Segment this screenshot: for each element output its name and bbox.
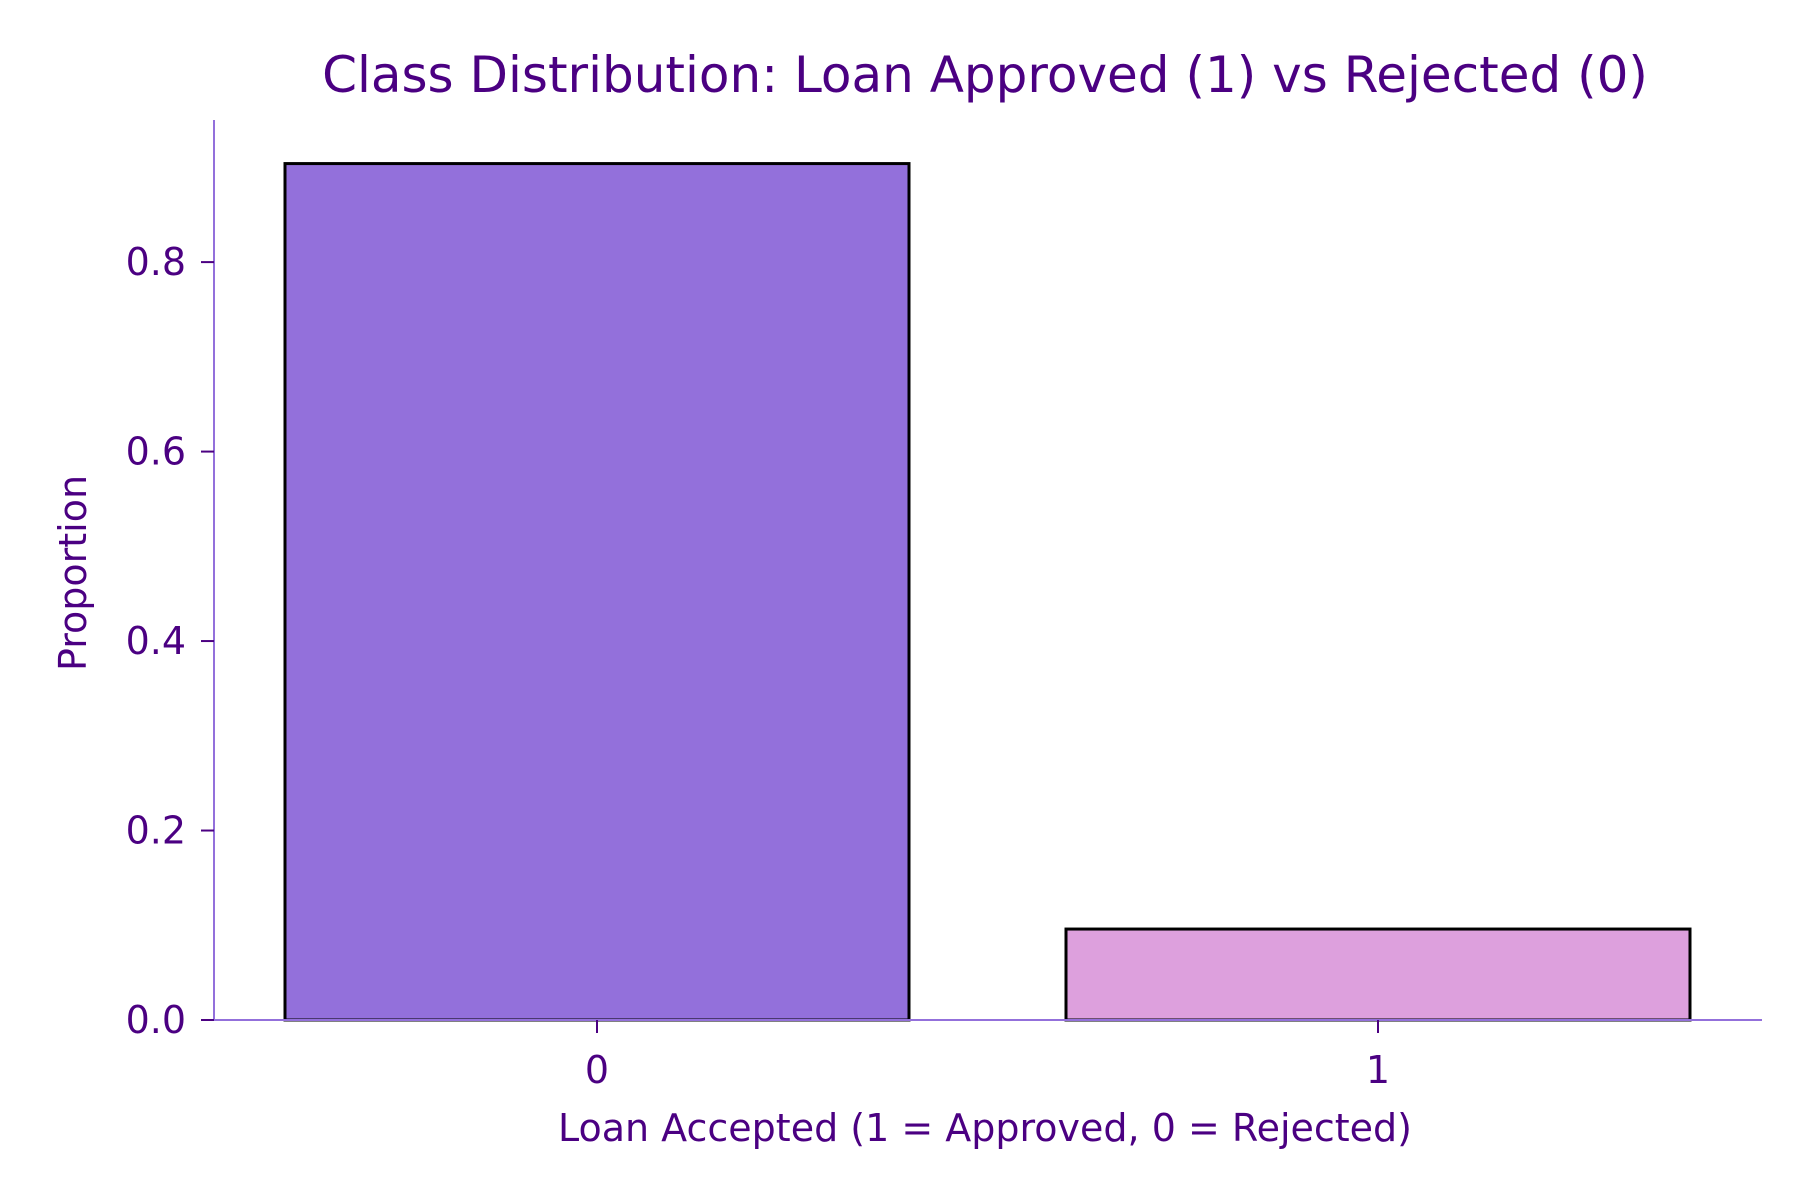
bar-0 bbox=[283, 162, 911, 1022]
y-tick-label: 0.6 bbox=[126, 430, 186, 474]
chart-title: Class Distribution: Loan Approved (1) vs… bbox=[322, 46, 1648, 104]
axes-layer bbox=[213, 120, 1762, 1021]
y-tick-label: 0.8 bbox=[126, 240, 186, 284]
y-axis-label: Proportion bbox=[51, 475, 95, 671]
x-axis-label: Loan Accepted (1 = Approved, 0 = Rejecte… bbox=[558, 1106, 1412, 1150]
y-tick-label: 0.2 bbox=[126, 809, 186, 853]
x-tick-label: 0 bbox=[585, 1048, 609, 1092]
bars-layer bbox=[283, 162, 1692, 1022]
x-tick-label: 1 bbox=[1366, 1048, 1390, 1092]
y-tick-label: 0.4 bbox=[126, 619, 186, 663]
ticks-layer: 0.0 0.2 0.4 0.6 0.8 0 1 bbox=[126, 240, 1391, 1092]
y-tick-label: 0.0 bbox=[126, 998, 186, 1042]
bar-1 bbox=[1064, 927, 1692, 1022]
